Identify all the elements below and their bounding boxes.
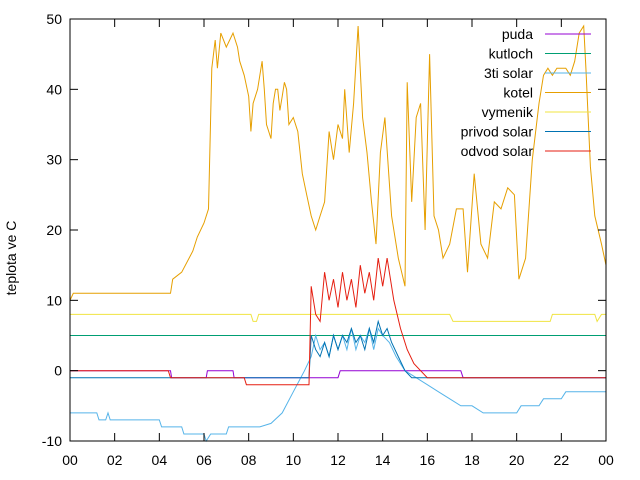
x-tick-label: 02 [107, 452, 123, 468]
legend-label: 3ti solar [484, 65, 533, 81]
legend-label: vymenik [482, 104, 534, 120]
y-tick-label: -10 [42, 433, 62, 449]
series-line-odvod-solar [70, 258, 606, 386]
x-tick-label: 22 [554, 452, 570, 468]
legend-label: privod solar [461, 124, 534, 140]
y-tick-label: 10 [46, 292, 62, 308]
x-tick-label: 10 [286, 452, 302, 468]
series-line-kotel [69, 24, 607, 301]
series-line-privod-solar [70, 319, 606, 379]
series-layer [69, 24, 607, 443]
x-tick-label: 16 [420, 452, 436, 468]
legend-label: kotel [503, 85, 533, 101]
y-tick-label: 0 [54, 363, 62, 379]
series-line-3ti-solar [70, 326, 606, 443]
y-tick-label: 30 [46, 152, 62, 168]
x-tick-label: 14 [375, 452, 391, 468]
x-tick-label: 12 [330, 452, 346, 468]
x-tick-label: 04 [152, 452, 168, 468]
x-tick-label: 08 [241, 452, 257, 468]
legend-label: odvod solar [461, 143, 534, 159]
y-tick-label: 20 [46, 222, 62, 238]
y-axis-label: teplota ve C [3, 221, 19, 296]
x-tick-label: 06 [196, 452, 212, 468]
legend: puda kutloch 3ti solar kotel vymenik privod s… [461, 26, 591, 159]
y-tick-label: 40 [46, 81, 62, 97]
legend-label: kutloch [489, 46, 533, 62]
series-line-vymenik [70, 313, 606, 323]
x-tick-label: 18 [464, 452, 480, 468]
axis-layer: -10 0 10 20 30 40 50 00 02 04 06 08 10 12 14 16 18 20 22 00 [42, 11, 614, 468]
y-tick-label: 50 [46, 11, 62, 27]
x-tick-label: 20 [509, 452, 525, 468]
x-tick-label: 00 [62, 452, 78, 468]
x-tick-label: 00 [598, 452, 614, 468]
series-line-puda [70, 370, 606, 379]
legend-label: puda [502, 26, 533, 42]
